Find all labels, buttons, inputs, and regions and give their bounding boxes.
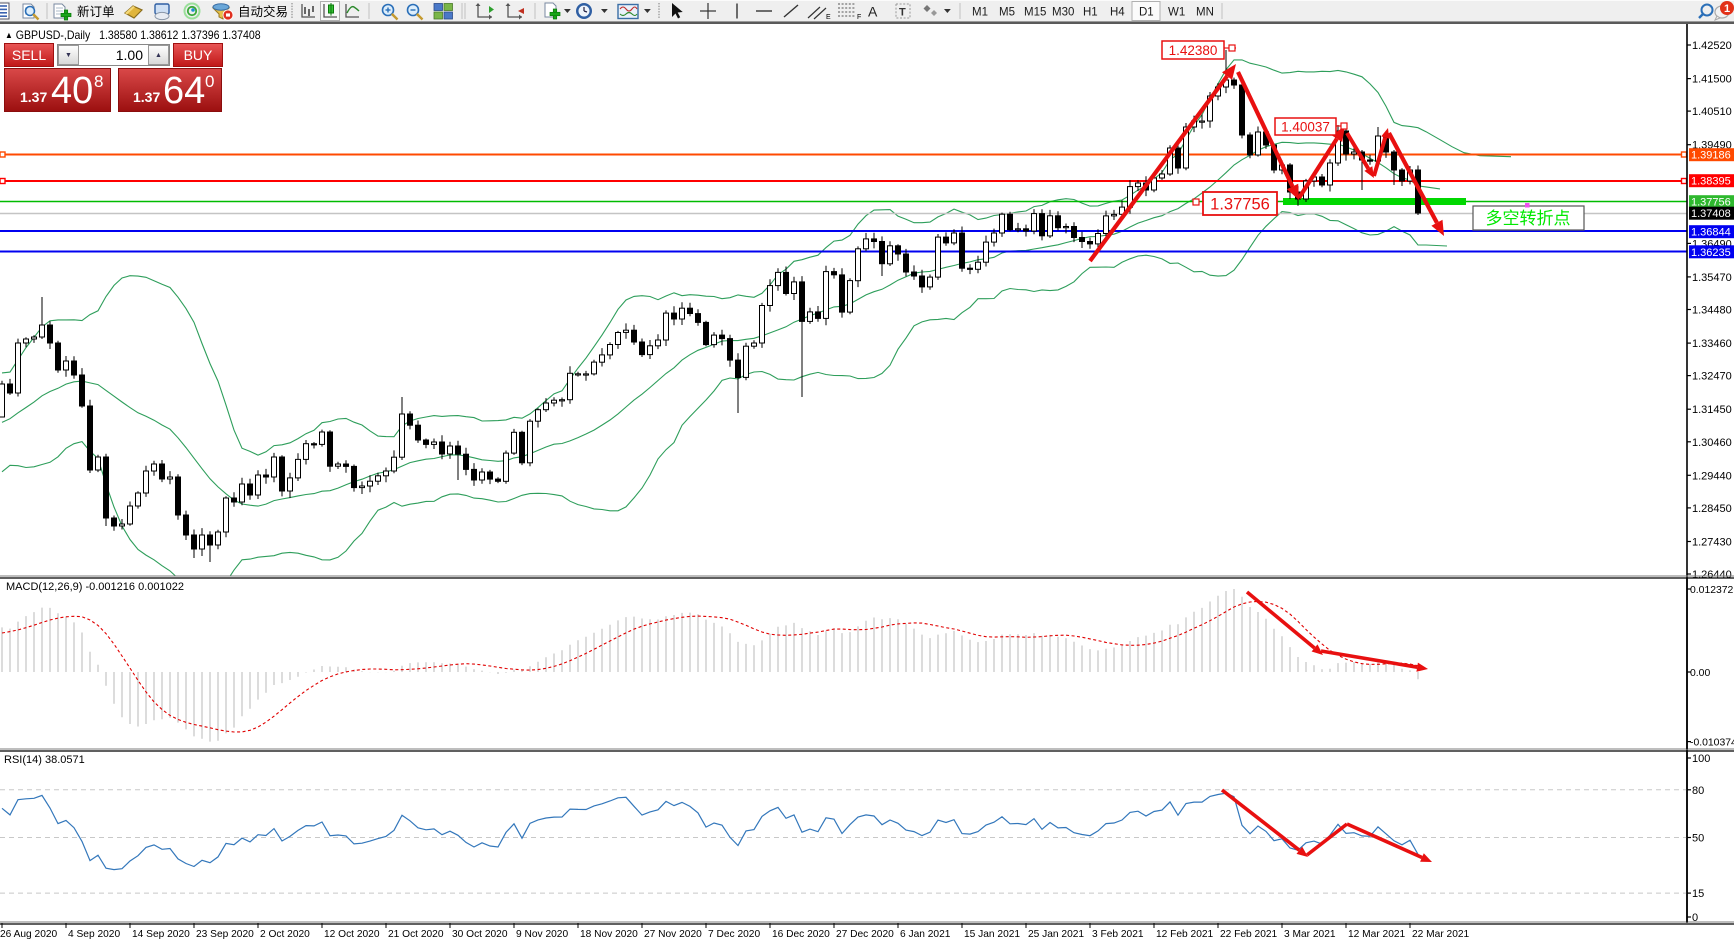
svg-text:1: 1 — [1724, 3, 1730, 15]
svg-text:50: 50 — [1692, 833, 1704, 845]
svg-text:D1: D1 — [1139, 7, 1154, 19]
svg-text:25 Jan 2021: 25 Jan 2021 — [1028, 929, 1084, 940]
svg-text:1.36235: 1.36235 — [1691, 247, 1731, 259]
svg-text:3 Feb 2021: 3 Feb 2021 — [1092, 929, 1144, 940]
svg-text:1.28450: 1.28450 — [1692, 503, 1732, 515]
svg-text:1.40510: 1.40510 — [1692, 106, 1732, 118]
svg-text:7 Dec 2020: 7 Dec 2020 — [708, 929, 760, 940]
svg-text:1.34480: 1.34480 — [1692, 305, 1732, 317]
svg-text:0.00: 0.00 — [1690, 668, 1710, 679]
svg-text:6 Jan 2021: 6 Jan 2021 — [900, 929, 951, 940]
svg-text:21 Oct 2020: 21 Oct 2020 — [388, 929, 444, 940]
svg-text:16 Dec 2020: 16 Dec 2020 — [772, 929, 830, 940]
svg-text:1.33460: 1.33460 — [1692, 338, 1732, 350]
svg-text:23 Sep 2020: 23 Sep 2020 — [196, 929, 254, 940]
svg-text:100: 100 — [1692, 753, 1710, 765]
svg-text:1.36844: 1.36844 — [1691, 227, 1731, 239]
svg-text:1.37408: 1.37408 — [1691, 208, 1731, 220]
svg-text:1.39186: 1.39186 — [1691, 150, 1731, 162]
svg-text:1.40037: 1.40037 — [1281, 119, 1330, 134]
svg-text:26 Aug 2020: 26 Aug 2020 — [0, 929, 58, 940]
svg-text:RSI(14) 38.0571: RSI(14) 38.0571 — [4, 754, 85, 766]
svg-text:多空转折点: 多空转折点 — [1486, 209, 1571, 228]
svg-text:1.41500: 1.41500 — [1692, 74, 1732, 86]
svg-text:9 Nov 2020: 9 Nov 2020 — [516, 929, 568, 940]
svg-text:H4: H4 — [1110, 7, 1125, 19]
svg-text:1.26440: 1.26440 — [1692, 569, 1732, 581]
svg-text:18 Nov 2020: 18 Nov 2020 — [580, 929, 638, 940]
svg-text:3 Mar 2021: 3 Mar 2021 — [1284, 929, 1336, 940]
svg-text:1.38395: 1.38395 — [1691, 176, 1731, 188]
svg-text:12 Oct 2020: 12 Oct 2020 — [324, 929, 380, 940]
svg-text:1.42380: 1.42380 — [1169, 43, 1218, 58]
svg-text:M1: M1 — [972, 7, 988, 19]
svg-text:1.30460: 1.30460 — [1692, 437, 1732, 449]
svg-text:自动交易: 自动交易 — [238, 4, 288, 19]
svg-text:T: T — [899, 7, 906, 19]
svg-text:15: 15 — [1692, 888, 1704, 900]
svg-text:MACD(12,26,9) -0.001216 0.0010: MACD(12,26,9) -0.001216 0.001022 — [6, 581, 184, 593]
svg-text:2 Oct 2020: 2 Oct 2020 — [260, 929, 310, 940]
svg-text:27 Nov 2020: 27 Nov 2020 — [644, 929, 702, 940]
svg-text:1.31450: 1.31450 — [1692, 404, 1732, 416]
svg-text:1.37756: 1.37756 — [1691, 197, 1731, 209]
svg-text:-0.010374: -0.010374 — [1690, 738, 1734, 749]
svg-text:30 Oct 2020: 30 Oct 2020 — [452, 929, 508, 940]
svg-text:1.32470: 1.32470 — [1692, 371, 1732, 383]
svg-text:F: F — [857, 14, 861, 21]
svg-text:M15: M15 — [1024, 7, 1046, 19]
svg-text:14 Sep 2020: 14 Sep 2020 — [132, 929, 190, 940]
svg-text:12 Feb 2021: 12 Feb 2021 — [1156, 929, 1214, 940]
svg-text:1.35470: 1.35470 — [1692, 272, 1732, 284]
svg-text:新订单: 新订单 — [77, 4, 115, 19]
svg-text:27 Dec 2020: 27 Dec 2020 — [836, 929, 894, 940]
svg-text:E: E — [826, 14, 831, 21]
svg-text:0: 0 — [1692, 912, 1698, 924]
svg-text:22 Feb 2021: 22 Feb 2021 — [1220, 929, 1278, 940]
svg-text:M5: M5 — [999, 7, 1015, 19]
svg-text:15 Jan 2021: 15 Jan 2021 — [964, 929, 1020, 940]
svg-text:1.29440: 1.29440 — [1692, 470, 1732, 482]
svg-text:M30: M30 — [1052, 7, 1074, 19]
svg-text:1.42520: 1.42520 — [1692, 40, 1732, 52]
svg-text:H1: H1 — [1083, 7, 1098, 19]
svg-text:1.27430: 1.27430 — [1692, 537, 1732, 549]
svg-text:80: 80 — [1692, 785, 1704, 797]
svg-text:1.37756: 1.37756 — [1210, 195, 1270, 213]
svg-text:A: A — [868, 4, 878, 20]
svg-text:22 Mar 2021: 22 Mar 2021 — [1412, 929, 1470, 940]
svg-text:0.012372: 0.012372 — [1690, 585, 1734, 596]
svg-text:W1: W1 — [1168, 7, 1185, 19]
svg-text:4 Sep 2020: 4 Sep 2020 — [68, 929, 120, 940]
svg-text:12 Mar 2021: 12 Mar 2021 — [1348, 929, 1406, 940]
svg-text:MN: MN — [1196, 7, 1214, 19]
